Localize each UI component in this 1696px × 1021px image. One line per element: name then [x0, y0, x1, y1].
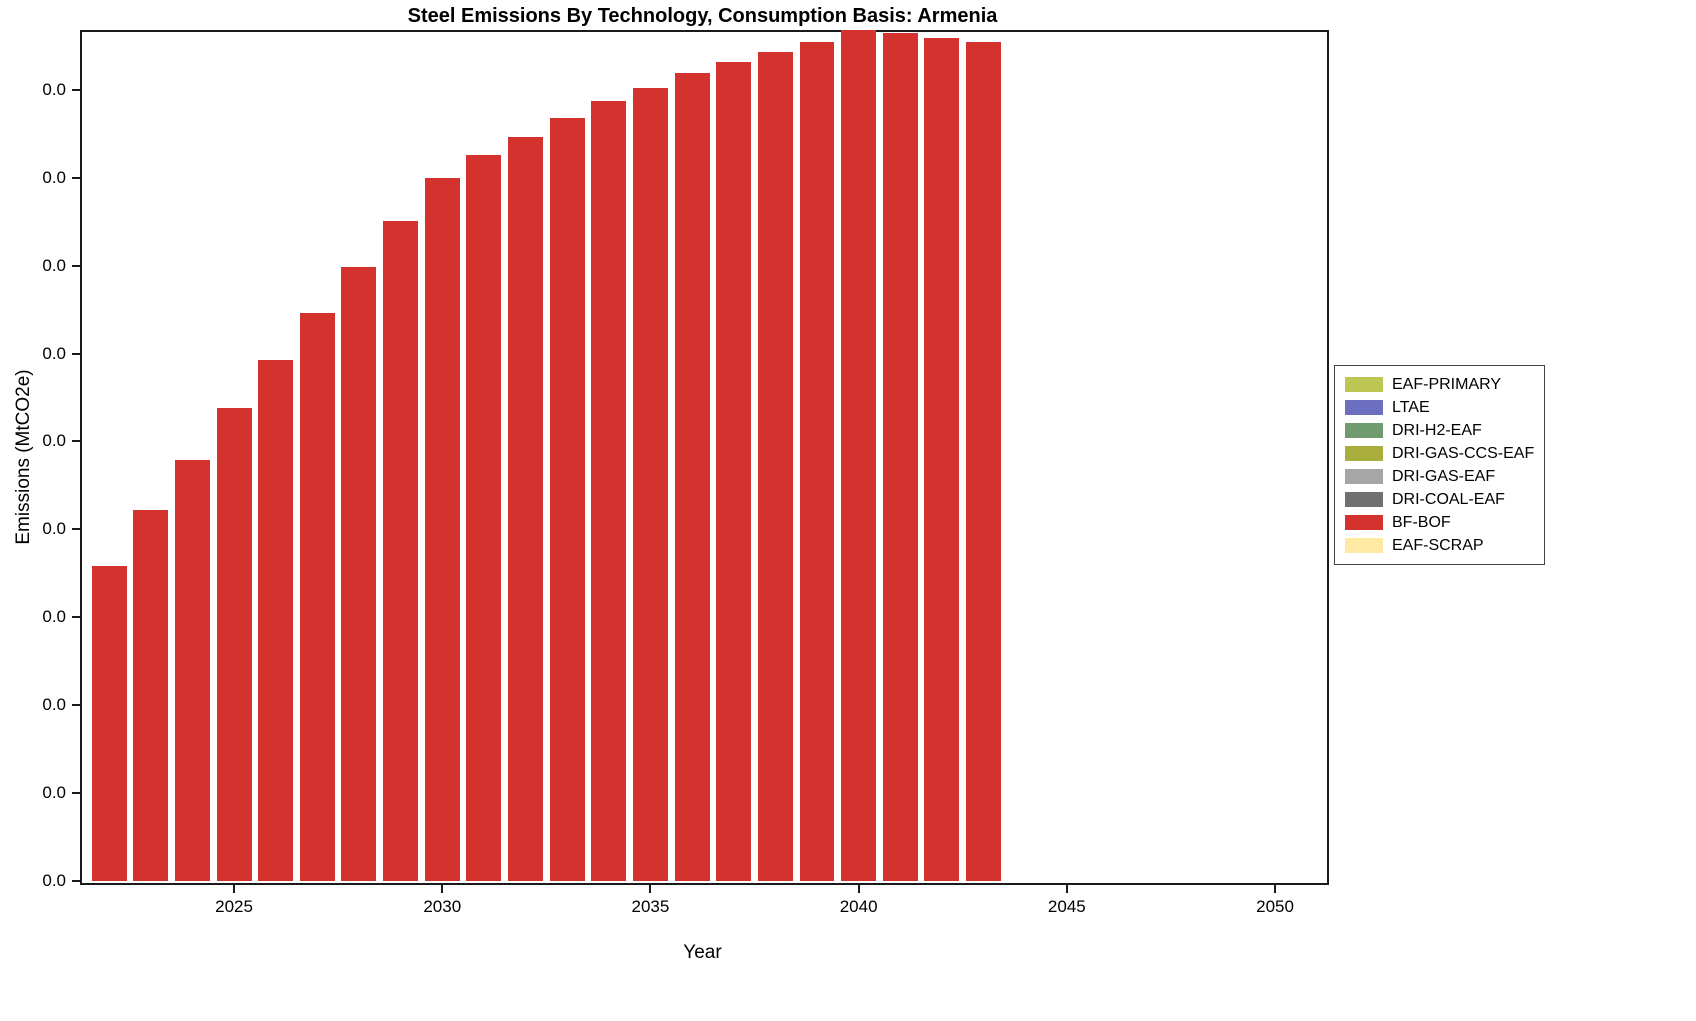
bar	[466, 155, 502, 881]
x-axis-label: Year	[683, 942, 722, 963]
bar	[174, 459, 210, 881]
y-tick-label: 0.0	[42, 255, 66, 275]
y-tick-mark	[72, 704, 80, 707]
x-tick-label: 2025	[215, 897, 253, 916]
bar	[133, 509, 169, 881]
chart-title: Steel Emissions By Technology, Consumpti…	[407, 5, 998, 27]
y-tick-label: 0.0	[42, 695, 66, 715]
legend-label: DRI-H2-EAF	[1392, 421, 1482, 439]
bar	[341, 266, 377, 881]
bar	[549, 117, 585, 881]
y-tick-mark	[72, 264, 80, 267]
x-tick-mark	[649, 885, 652, 893]
bar	[383, 220, 419, 881]
x-tick-label: 2030	[423, 897, 462, 916]
legend-entry: DRI-COAL-EAF	[1345, 488, 1534, 511]
legend-label: LTAE	[1392, 398, 1430, 416]
bar	[508, 137, 543, 881]
bar	[757, 52, 793, 881]
legend: EAF-PRIMARY LTAE DRI-H2-EAF DRI-GAS-CCS-EAF…	[1334, 365, 1546, 565]
bar	[591, 100, 627, 881]
bar	[799, 41, 835, 881]
bar	[299, 313, 335, 881]
legend-entry: DRI-H2-EAF	[1345, 419, 1534, 442]
bar	[966, 41, 1002, 881]
legend-entry: EAF-PRIMARY	[1345, 373, 1534, 396]
legend-entry: DRI-GAS-CCS-EAF	[1345, 442, 1534, 465]
x-tick-mark	[857, 885, 860, 893]
bar	[216, 407, 252, 881]
y-tick-label: 0.0	[42, 519, 66, 539]
y-tick-mark	[72, 880, 80, 882]
y-tick-label: 0.0	[42, 871, 66, 890]
legend-label: BF-BOF	[1392, 513, 1451, 531]
legend-label: DRI-GAS-EAF	[1392, 467, 1496, 485]
y-tick-label: 0.0	[42, 343, 66, 363]
x-tick-label: 2040	[839, 897, 878, 916]
bar	[258, 360, 294, 881]
y-tick-mark	[72, 88, 80, 91]
legend-label: DRI-GAS-CCS-EAF	[1392, 444, 1535, 462]
legend-entry: BF-BOF	[1345, 511, 1534, 534]
legend-swatch	[1345, 492, 1383, 507]
y-tick-mark	[72, 528, 80, 531]
bar	[632, 87, 668, 881]
legend-swatch	[1345, 377, 1383, 392]
y-tick-mark	[72, 176, 80, 179]
y-tick-label: 0.0	[42, 783, 66, 803]
bar	[91, 566, 127, 881]
legend-swatch	[1345, 469, 1383, 484]
x-tick-label: 2035	[631, 897, 670, 916]
x-tick-mark	[1274, 885, 1277, 893]
legend-label: EAF-SCRAP	[1392, 536, 1484, 554]
bar	[716, 62, 752, 881]
legend-swatch	[1345, 446, 1383, 461]
legend-entry: EAF-SCRAP	[1345, 534, 1534, 557]
y-tick-mark	[72, 616, 80, 619]
bar	[841, 30, 877, 881]
y-tick-mark	[72, 792, 80, 795]
y-tick-label: 0.0	[42, 79, 66, 99]
x-tick-label: 2045	[1047, 897, 1086, 916]
y-tick-label: 0.0	[42, 431, 66, 451]
legend-label: DRI-COAL-EAF	[1392, 490, 1505, 508]
y-tick-label: 0.0	[42, 607, 66, 627]
bar	[424, 178, 460, 881]
legend-entry: LTAE	[1345, 396, 1534, 419]
x-tick-mark	[441, 885, 444, 893]
legend-swatch	[1345, 400, 1383, 415]
legend-swatch	[1345, 515, 1383, 530]
bar	[674, 73, 710, 881]
legend-swatch	[1345, 538, 1383, 553]
bar	[924, 37, 960, 881]
legend-swatch	[1345, 423, 1383, 438]
y-tick-mark	[72, 440, 80, 443]
bar	[882, 32, 918, 881]
x-tick-mark	[1065, 885, 1068, 893]
legend-entry: DRI-GAS-EAF	[1345, 465, 1534, 488]
x-tick-label: 2050	[1256, 897, 1294, 916]
legend-label: EAF-PRIMARY	[1392, 375, 1502, 393]
y-tick-mark	[72, 352, 80, 355]
x-tick-mark	[233, 885, 236, 893]
y-tick-label: 0.0	[42, 167, 66, 187]
